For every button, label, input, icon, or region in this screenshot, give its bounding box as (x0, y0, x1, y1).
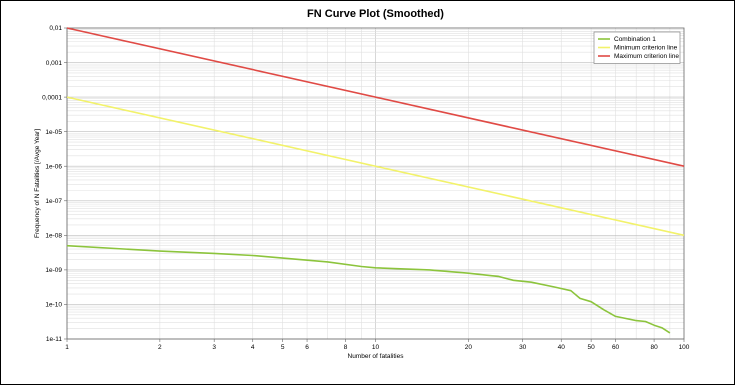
legend-label-3: Maximum criterion line (614, 53, 679, 60)
x-tick-label: 20 (465, 344, 473, 351)
x-tick-label: 40 (558, 344, 566, 351)
x-tick-label: 4 (251, 344, 255, 351)
y-axis: 0,01 0,001 0,0001 1e-05 1e-06 1e-07 1e-08 1e-09… (42, 25, 67, 343)
y-tick-label: 1e-11 (46, 336, 63, 343)
grid (66, 28, 684, 340)
x-axis-label: Number of fatalities (348, 353, 405, 360)
y-tick-label: 1e-09 (45, 267, 62, 274)
x-tick-label: 6 (305, 344, 309, 351)
x-tick-label: 50 (588, 344, 596, 351)
x-tick-label: 10 (372, 344, 380, 351)
y-tick-label: 0,001 (46, 60, 63, 67)
x-tick-label: 3 (212, 344, 216, 351)
series-line-1 (66, 244, 671, 334)
legend-box (593, 31, 681, 64)
x-tick-label: 100 (679, 344, 690, 351)
legend-label-1: Combination 1 (614, 36, 656, 43)
x-axis: 1 2 3 4 5 6 8 10 20 30 40 50 60 80 100 (65, 339, 690, 351)
legend-label-2: Minimum criterion line (614, 45, 678, 52)
y-tick-label: 1e-08 (45, 233, 62, 240)
x-tick-label: 1 (65, 344, 69, 351)
x-tick-label: 2 (158, 344, 162, 351)
series-line-2 (66, 96, 685, 237)
y-tick-label: 1e-06 (45, 163, 62, 170)
x-tick-label: 8 (344, 344, 348, 351)
x-tick-label: 80 (650, 344, 658, 351)
y-tick-label: 1e-05 (45, 129, 62, 136)
x-tick-label: 60 (612, 344, 620, 351)
series-line-3 (66, 27, 685, 167)
y-tick-label: 0,0001 (42, 94, 62, 101)
chart-title: FN Curve Plot (Smoothed) (307, 8, 444, 20)
x-tick-label: 30 (519, 344, 527, 351)
x-tick-label: 5 (281, 344, 285, 351)
y-axis-label: Frequency of N Fatalities [/Avge Year] (34, 129, 41, 238)
legend: Combination 1 Minimum criterion lineMaxim… (593, 31, 681, 64)
y-tick-label: 0,01 (49, 25, 62, 32)
series-group (66, 27, 685, 334)
y-tick-label: 1e-07 (45, 198, 62, 205)
y-tick-label: 1e-10 (45, 302, 62, 309)
